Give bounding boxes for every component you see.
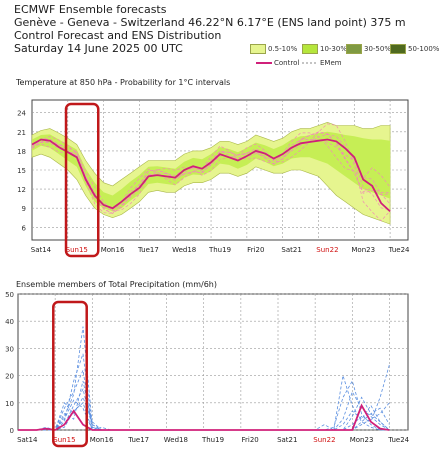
temperature-ytick-label-2: 12	[17, 186, 26, 194]
precipitation-day-label-Sat14: Sat14	[17, 436, 38, 444]
legend-label-band-3: 30-50%	[364, 45, 391, 53]
legend-label-control: Control	[274, 59, 300, 67]
precipitation-day-label-Sun22: Sun22	[313, 436, 335, 444]
temperature-day-label-Tue24: Tue24	[388, 246, 410, 254]
temperature-ytick-label-5: 21	[17, 129, 26, 137]
legend-emem-line-icon	[302, 62, 318, 64]
legend-label-band-4: 50-100%	[408, 45, 440, 53]
legend-label-band-1: 0.5-10%	[268, 45, 298, 53]
temperature-member-line-0	[31, 132, 391, 214]
temperature-ytick-label-6: 24	[17, 110, 26, 118]
legend: 0.5-10% 10-30% 30-50% 50-100% Control EM…	[250, 44, 439, 74]
legend-item-band-4: 50-100%	[390, 44, 439, 54]
precipitation-ytick-label-0: 0	[10, 427, 14, 435]
precipitation-sun15-highlight	[52, 300, 88, 448]
precipitation-ytick-label-4: 40	[5, 318, 14, 326]
precipitation-ytick-label-5: 50	[5, 291, 14, 299]
temperature-member-line-3	[31, 131, 391, 214]
legend-swatch-band-1	[250, 44, 266, 54]
temperature-control-line	[31, 138, 391, 213]
temperature-sun15-highlight	[64, 102, 100, 258]
precipitation-day-label-Wed18: Wed18	[164, 436, 188, 444]
temperature-band-mid	[32, 131, 391, 212]
temperature-day-label-Tue17: Tue17	[137, 246, 159, 254]
precipitation-chart: 0 10 20 30 40 50 Sat14 Sun15 Mon16 Tue17 Wed18 Thu1…	[5, 291, 410, 448]
header-title: ECMWF Ensemble forecasts	[14, 3, 167, 16]
precipitation-plot-frame	[17, 293, 409, 431]
legend-label-emem: EMem	[320, 59, 342, 67]
temperature-day-label-Mon16: Mon16	[101, 246, 125, 254]
temperature-day-label-Sun22: Sun22	[316, 246, 338, 254]
precipitation-ytick-label-3: 30	[5, 345, 14, 353]
precipitation-day-label-Mon16: Mon16	[90, 436, 114, 444]
temperature-member-line-5	[31, 123, 391, 222]
header-date: Saturday 14 June 2025 00 UTC	[14, 42, 183, 55]
temperature-member-line-2	[31, 133, 391, 211]
temperature-chart-title: Temperature at 850 hPa - Probability for…	[16, 78, 231, 87]
temperature-day-label-Sat14: Sat14	[31, 246, 52, 254]
precipitation-day-label-Fri20: Fri20	[242, 436, 259, 444]
temperature-member-line-1	[31, 138, 391, 210]
precipitation-chart-title: Ensemble members of Total Precipitation …	[16, 280, 217, 289]
precipitation-day-label-Thu19: Thu19	[201, 436, 224, 444]
temperature-chart: 6 9 12 15 18 21 24 Sat14 Sun15 Mon16 Tue17 Wed18 Thu…	[17, 99, 410, 258]
temperature-day-label-Fri20: Fri20	[247, 246, 264, 254]
temperature-ytick-label-1: 9	[22, 205, 26, 213]
temperature-ytick-label-3: 15	[17, 167, 26, 175]
legend-swatch-band-4	[390, 44, 406, 54]
legend-control-line-icon	[256, 62, 272, 64]
legend-item-band-3: 30-50%	[346, 44, 391, 54]
temperature-day-label-Mon23: Mon23	[351, 246, 375, 254]
legend-swatch-band-3	[346, 44, 362, 54]
temperature-day-label-Sun15: Sun15	[66, 246, 88, 254]
precipitation-day-label-Tue17: Tue17	[127, 436, 149, 444]
temperature-day-label-Thu19: Thu19	[208, 246, 231, 254]
precipitation-day-label-Tue24: Tue24	[387, 436, 409, 444]
legend-swatch-band-2	[302, 44, 318, 54]
temperature-day-label-Sat21: Sat21	[281, 246, 301, 254]
legend-item-emem: EMem	[302, 59, 342, 67]
temperature-day-label-Wed18: Wed18	[172, 246, 196, 254]
precipitation-day-label-Mon23: Mon23	[350, 436, 374, 444]
header-location: Genève - Geneva - Switzerland 46.22°N 6.…	[14, 16, 406, 29]
header-subtitle: Control Forecast and ENS Distribution	[14, 29, 222, 42]
precipitation-member-line-3	[18, 396, 390, 431]
legend-item-band-2: 10-30%	[302, 44, 347, 54]
precipitation-control-line	[18, 403, 390, 431]
precipitation-ytick-label-1: 10	[5, 400, 14, 408]
legend-label-band-2: 10-30%	[320, 45, 347, 53]
legend-item-band-1: 0.5-10%	[250, 44, 297, 54]
precipitation-ytick-label-2: 20	[5, 373, 14, 381]
temperature-ytick-label-4: 18	[17, 148, 26, 156]
legend-item-control: Control	[256, 59, 299, 67]
temperature-ytick-label-0: 6	[22, 224, 27, 232]
precipitation-day-label-Sat21: Sat21	[277, 436, 297, 444]
precipitation-day-label-Sun15: Sun15	[53, 436, 75, 444]
